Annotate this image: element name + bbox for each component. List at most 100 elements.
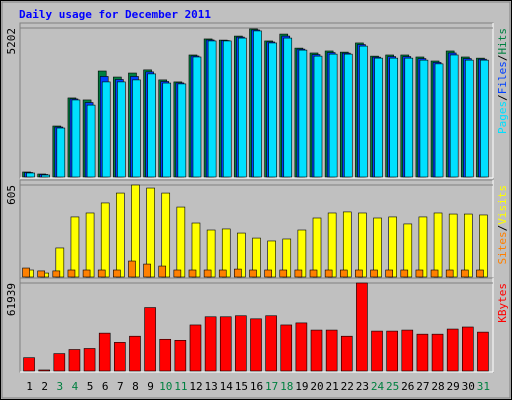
bar: [37, 270, 45, 278]
x-tick-label: 16: [250, 380, 263, 393]
bar: [203, 269, 212, 278]
bar: [416, 333, 429, 372]
x-tick-label: 1: [26, 380, 33, 393]
x-tick-label: 3: [57, 380, 64, 393]
bar: [283, 37, 293, 178]
bar: [23, 357, 35, 372]
bar: [146, 187, 155, 278]
legend-separator: /: [496, 55, 509, 62]
x-tick-label: 21: [326, 380, 339, 393]
bar: [324, 269, 333, 278]
legend: Sites/Visits: [496, 185, 509, 265]
bar: [189, 324, 202, 372]
bar: [462, 326, 474, 372]
bar: [370, 269, 378, 278]
legend-entry: Sites: [496, 231, 509, 264]
x-tick-label: 29: [447, 380, 460, 393]
bar: [26, 172, 35, 178]
bar: [56, 127, 66, 178]
bar: [340, 335, 353, 372]
bar: [477, 331, 489, 372]
bar: [356, 282, 368, 372]
bar: [97, 269, 106, 278]
x-tick-label: 24: [371, 380, 385, 393]
bar: [476, 269, 484, 278]
bar: [174, 340, 187, 372]
x-tick-label: 11: [174, 380, 187, 393]
x-tick-label: 17: [265, 380, 278, 393]
bar: [401, 329, 414, 372]
bar: [70, 216, 80, 278]
bar: [373, 217, 382, 278]
legend: Pages/Files/Hits: [496, 28, 509, 134]
bar: [400, 269, 409, 278]
bar: [128, 260, 136, 278]
bar: [85, 212, 95, 278]
legend: KBytes: [496, 283, 509, 323]
bar: [328, 53, 338, 178]
bar: [249, 269, 257, 278]
x-tick-label: 6: [102, 380, 109, 393]
bar: [52, 270, 61, 278]
x-tick-label: 9: [147, 380, 154, 393]
bar: [176, 206, 186, 278]
bar: [83, 348, 96, 372]
bar: [268, 42, 277, 178]
bar: [82, 269, 91, 278]
bar: [38, 369, 50, 372]
bar: [204, 316, 217, 372]
x-tick-label: 2: [41, 380, 48, 393]
bar: [250, 318, 262, 372]
bar: [218, 269, 227, 278]
bar: [147, 73, 156, 178]
bar: [327, 212, 337, 278]
bar: [219, 316, 232, 372]
bar: [100, 202, 110, 278]
x-tick-label: 19: [295, 380, 308, 393]
bar: [385, 269, 393, 278]
y-tick-label: 61939: [5, 283, 18, 316]
bar: [132, 79, 141, 178]
x-tick-label: 5: [87, 380, 94, 393]
bar: [177, 83, 187, 178]
x-tick-label: 18: [280, 380, 293, 393]
bar: [265, 315, 277, 372]
bar: [71, 99, 81, 178]
bar: [355, 269, 363, 278]
bar: [238, 37, 247, 178]
bar: [159, 338, 172, 372]
bar: [465, 59, 474, 178]
legend-entry: Files: [496, 61, 509, 94]
bar: [359, 45, 368, 178]
bar: [430, 269, 439, 278]
bar: [192, 56, 202, 178]
bar: [53, 353, 66, 372]
bar: [371, 330, 383, 372]
bar: [418, 216, 428, 278]
bar: [234, 268, 242, 278]
bar: [342, 211, 352, 278]
bar: [101, 81, 111, 178]
x-tick-label: 15: [235, 380, 248, 393]
chart-title: Daily usage for December 2011: [19, 8, 211, 21]
x-tick-label: 8: [132, 380, 139, 393]
bar: [325, 329, 338, 372]
x-tick-label: 13: [204, 380, 217, 393]
bar: [464, 213, 473, 278]
bar: [431, 333, 444, 372]
bar: [479, 214, 488, 278]
bar: [68, 349, 81, 372]
bar: [358, 212, 367, 278]
x-tick-label: 28: [431, 380, 444, 393]
legend-entry: Pages: [496, 101, 509, 134]
bar: [295, 322, 308, 372]
bar: [158, 265, 167, 278]
bar: [389, 57, 398, 178]
bar: [173, 269, 182, 278]
bar: [480, 59, 489, 178]
bar: [22, 267, 30, 278]
x-tick-label: 27: [416, 380, 429, 393]
x-tick-label: 10: [159, 380, 172, 393]
